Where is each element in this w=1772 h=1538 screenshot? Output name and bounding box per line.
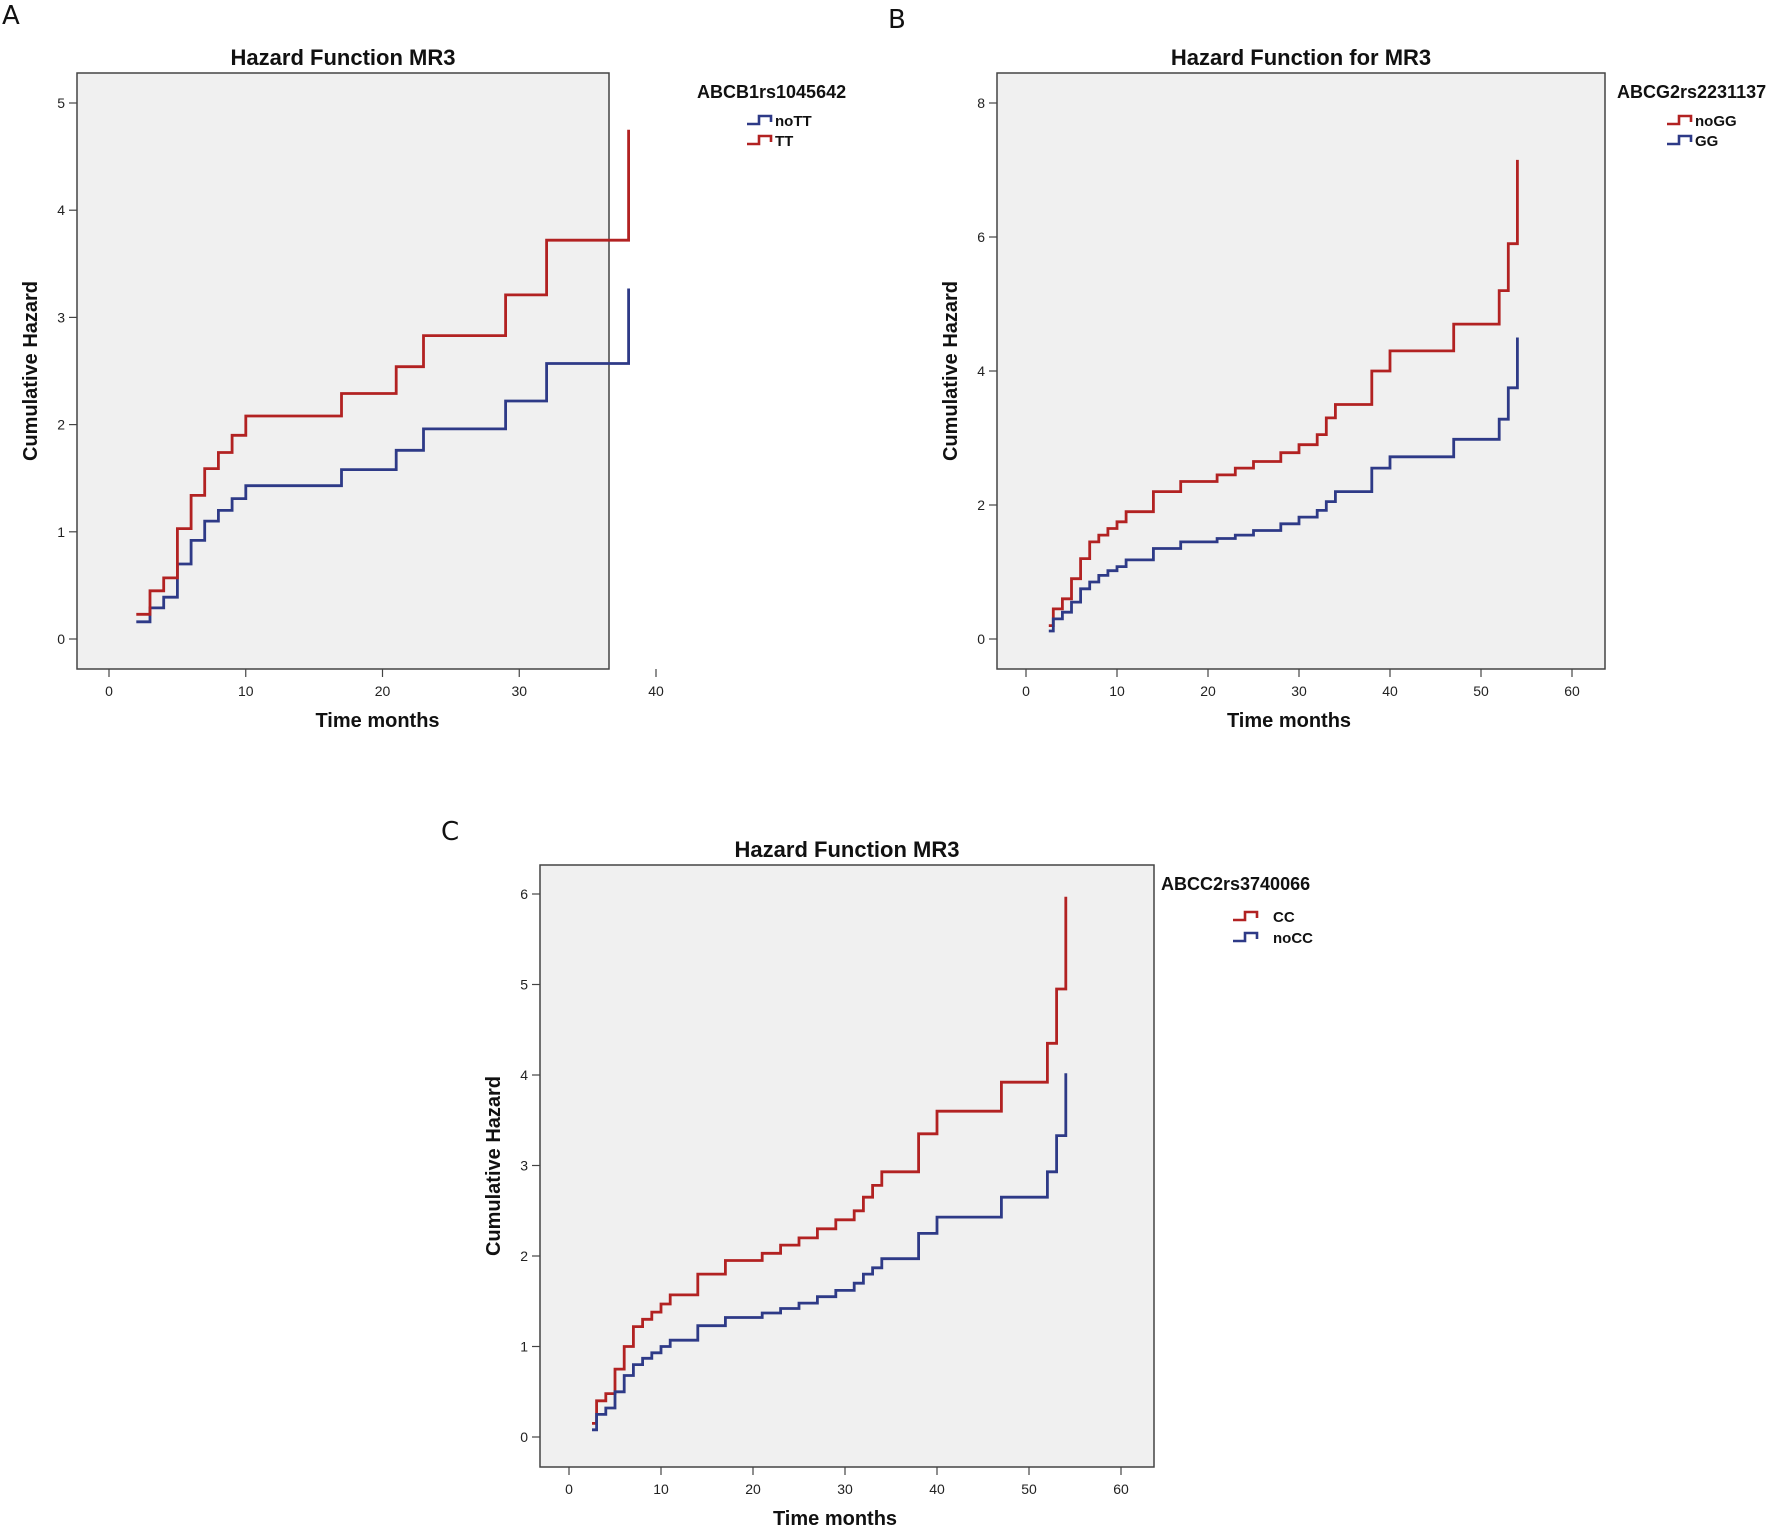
series-line-CC: [592, 896, 1068, 1425]
y-tick-label: 1: [57, 524, 65, 540]
y-tick-label: 5: [520, 977, 528, 993]
y-tick-label: 0: [977, 631, 985, 647]
panel-letter-b: B: [888, 5, 906, 35]
x-tick-label: 40: [648, 683, 664, 699]
series-line-noGG: [1048, 159, 1519, 627]
series-line-TT: [136, 129, 630, 616]
x-tick-label: 10: [1109, 683, 1125, 699]
x-tick-label: 0: [1022, 683, 1030, 699]
legend-label: TT: [775, 133, 793, 150]
x-tick-label: 10: [653, 1481, 669, 1497]
y-tick-label: 4: [977, 363, 985, 379]
series-line-noTT: [136, 288, 630, 624]
y-tick-label: 4: [520, 1067, 528, 1083]
x-tick-label: 50: [1473, 683, 1489, 699]
y-tick-label: 1: [520, 1339, 528, 1355]
y-tick-label: 2: [520, 1248, 528, 1264]
legend-swatch: [1667, 114, 1693, 126]
y-tick-label: 4: [57, 202, 65, 218]
x-tick-label: 0: [565, 1481, 573, 1497]
x-axis-label: Time months: [315, 710, 439, 732]
legend-label: CC: [1273, 909, 1295, 926]
y-tick-label: 3: [520, 1158, 528, 1174]
chart-a: Hazard Function MR3 0 1 2 3 4 5 0 10 20 30 40 Time m…: [20, 45, 846, 732]
series-line-GG: [1048, 337, 1519, 633]
legend-label: noGG: [1695, 113, 1737, 130]
legend-title: ABCG2rs2231137: [1617, 82, 1766, 102]
legend-swatch: [1233, 931, 1259, 943]
x-tick-label: 40: [929, 1481, 945, 1497]
x-tick-label: 60: [1564, 683, 1580, 699]
y-tick-label: 5: [57, 95, 65, 111]
chart-b: Hazard Function for MR3 0 2 4 6 8 0 10 20 30 40 50 6…: [940, 45, 1766, 732]
plot-area: [76, 72, 610, 670]
series-line-noCC: [592, 1073, 1068, 1432]
legend-label: noCC: [1273, 930, 1313, 947]
x-tick-label: 0: [105, 683, 113, 699]
chart-title: Hazard Function for MR3: [1171, 45, 1431, 70]
x-axis-label: Time months: [1227, 710, 1351, 732]
y-tick-label: 3: [57, 309, 65, 325]
chart-title: Hazard Function MR3: [231, 45, 456, 70]
x-tick-label: 40: [1382, 683, 1398, 699]
x-tick-label: 20: [745, 1481, 761, 1497]
panel-letter-a: A: [2, 1, 20, 31]
x-tick-label: 60: [1113, 1481, 1129, 1497]
x-tick-label: 50: [1021, 1481, 1037, 1497]
y-axis-label: Cumulative Hazard: [20, 281, 42, 461]
legend-swatch: [747, 114, 773, 126]
x-tick-label: 10: [238, 683, 254, 699]
y-tick-label: 2: [977, 497, 985, 513]
y-axis-label: Cumulative Hazard: [940, 281, 962, 461]
x-tick-label: 30: [511, 683, 527, 699]
x-tick-label: 20: [375, 683, 391, 699]
legend-swatch: [1233, 910, 1259, 922]
legend-title: ABCC2rs3740066: [1161, 874, 1310, 894]
legend-swatch: [747, 134, 773, 146]
y-tick-label: 0: [57, 631, 65, 647]
legend-swatch: [1667, 134, 1693, 146]
y-tick-label: 0: [520, 1429, 528, 1445]
y-tick-label: 8: [977, 95, 985, 111]
x-tick-label: 30: [837, 1481, 853, 1497]
panel-letter-c: C: [441, 817, 459, 847]
x-axis-label: Time months: [773, 1508, 897, 1530]
x-tick-label: 30: [1291, 683, 1307, 699]
y-tick-label: 6: [977, 229, 985, 245]
legend-label: GG: [1695, 133, 1718, 150]
plot-area: [996, 72, 1606, 670]
plot-area: [539, 864, 1155, 1468]
legend-label: noTT: [775, 113, 812, 130]
y-axis-label: Cumulative Hazard: [483, 1076, 505, 1256]
legend-title: ABCB1rs1045642: [697, 82, 846, 102]
chart-title: Hazard Function MR3: [735, 837, 960, 862]
x-tick-label: 20: [1200, 683, 1216, 699]
y-tick-label: 6: [520, 886, 528, 902]
y-tick-label: 2: [57, 417, 65, 433]
